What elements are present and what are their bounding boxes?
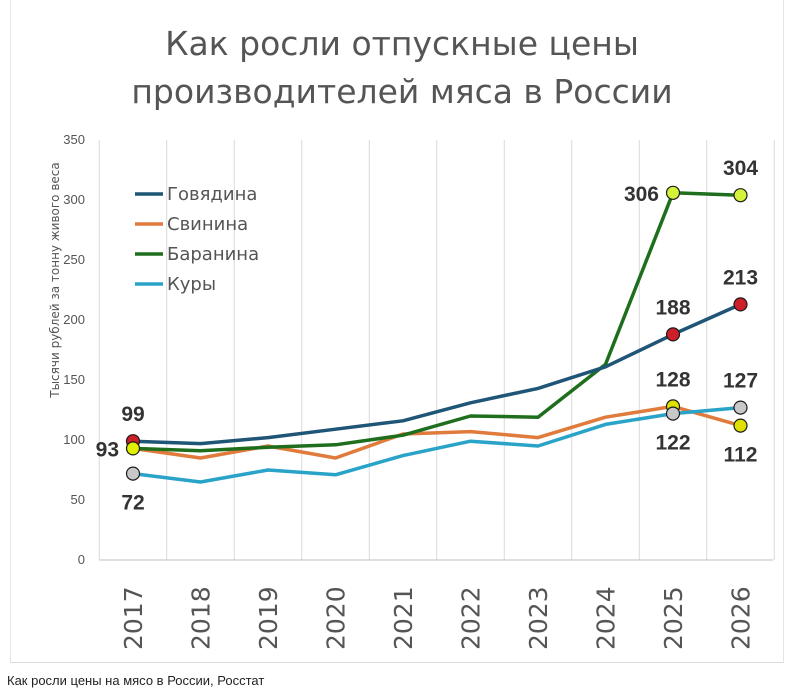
legend-entry: Говядина bbox=[167, 184, 257, 205]
data-label: 306 bbox=[624, 183, 659, 206]
data-label: 213 bbox=[723, 266, 758, 289]
legend-entry: Баранина bbox=[167, 244, 259, 265]
data-marker bbox=[733, 188, 748, 203]
x-tick-label: 2017 bbox=[119, 586, 148, 650]
legend: Говядина Свинина Баранина Куры bbox=[135, 184, 259, 295]
data-label: 99 bbox=[121, 403, 144, 426]
y-tick-label: 0 bbox=[78, 552, 85, 567]
legend-entry: Свинина bbox=[167, 214, 248, 235]
data-marker bbox=[733, 400, 748, 415]
chart-title-line-2: производителей мяса в России bbox=[131, 72, 672, 111]
data-marker bbox=[733, 418, 748, 433]
data-label: 304 bbox=[723, 157, 758, 180]
x-tick-label: 2025 bbox=[659, 586, 688, 650]
chart: Как росли отпускные цены производителей … bbox=[48, 24, 775, 650]
x-tick-labels: 2017 2018 2019 2020 2021 2022 2023 2024 2025 2026 bbox=[119, 586, 756, 650]
chart-title-line-1: Как росли отпускные цены bbox=[165, 24, 639, 63]
series-lines bbox=[131, 191, 743, 484]
data-marker bbox=[125, 441, 141, 456]
data-markers bbox=[125, 185, 748, 481]
data-label: 127 bbox=[723, 370, 758, 393]
y-tick-label: 300 bbox=[63, 192, 85, 207]
data-label: 112 bbox=[724, 444, 758, 467]
y-tick-label: 350 bbox=[63, 132, 85, 147]
y-tick-label: 150 bbox=[63, 372, 85, 387]
chart-title: Как росли отпускные цены производителей … bbox=[131, 24, 672, 111]
x-tick-label: 2020 bbox=[322, 586, 351, 650]
legend-entry: Куры bbox=[167, 274, 216, 295]
y-tick-label: 250 bbox=[63, 252, 85, 267]
x-tick-label: 2019 bbox=[254, 586, 283, 650]
y-tick-label: 200 bbox=[63, 312, 85, 327]
x-tick-label: 2023 bbox=[524, 586, 553, 650]
x-tick-label: 2021 bbox=[389, 586, 418, 650]
data-marker bbox=[733, 297, 748, 312]
image-caption: Как росли цены на мясо в России, Росстат bbox=[7, 673, 265, 688]
data-marker bbox=[665, 185, 681, 200]
data-marker bbox=[665, 406, 681, 421]
data-label: 122 bbox=[655, 432, 690, 455]
y-axis-label: Тысячи рублей за тонну живого веса bbox=[48, 162, 62, 399]
y-tick-label: 100 bbox=[63, 432, 85, 447]
series-line-1 bbox=[131, 404, 743, 460]
data-label: 188 bbox=[655, 296, 690, 319]
series-line-2 bbox=[131, 191, 743, 453]
chart-frame: Как росли отпускные цены производителей … bbox=[10, 0, 784, 663]
y-tick-label: 50 bbox=[71, 492, 85, 507]
x-tick-label: 2022 bbox=[457, 586, 486, 650]
series-line-0 bbox=[131, 302, 743, 446]
y-tick-labels: 0 50 100 150 200 250 300 350 bbox=[63, 132, 85, 567]
data-marker bbox=[665, 327, 681, 342]
x-tick-label: 2018 bbox=[187, 586, 216, 650]
data-marker bbox=[125, 466, 141, 481]
x-tick-label: 2024 bbox=[592, 586, 621, 650]
x-tick-label: 2026 bbox=[727, 586, 756, 650]
data-label: 93 bbox=[96, 438, 119, 461]
series-line-3 bbox=[131, 405, 743, 484]
data-label: 72 bbox=[121, 492, 144, 515]
data-label: 128 bbox=[655, 368, 690, 391]
